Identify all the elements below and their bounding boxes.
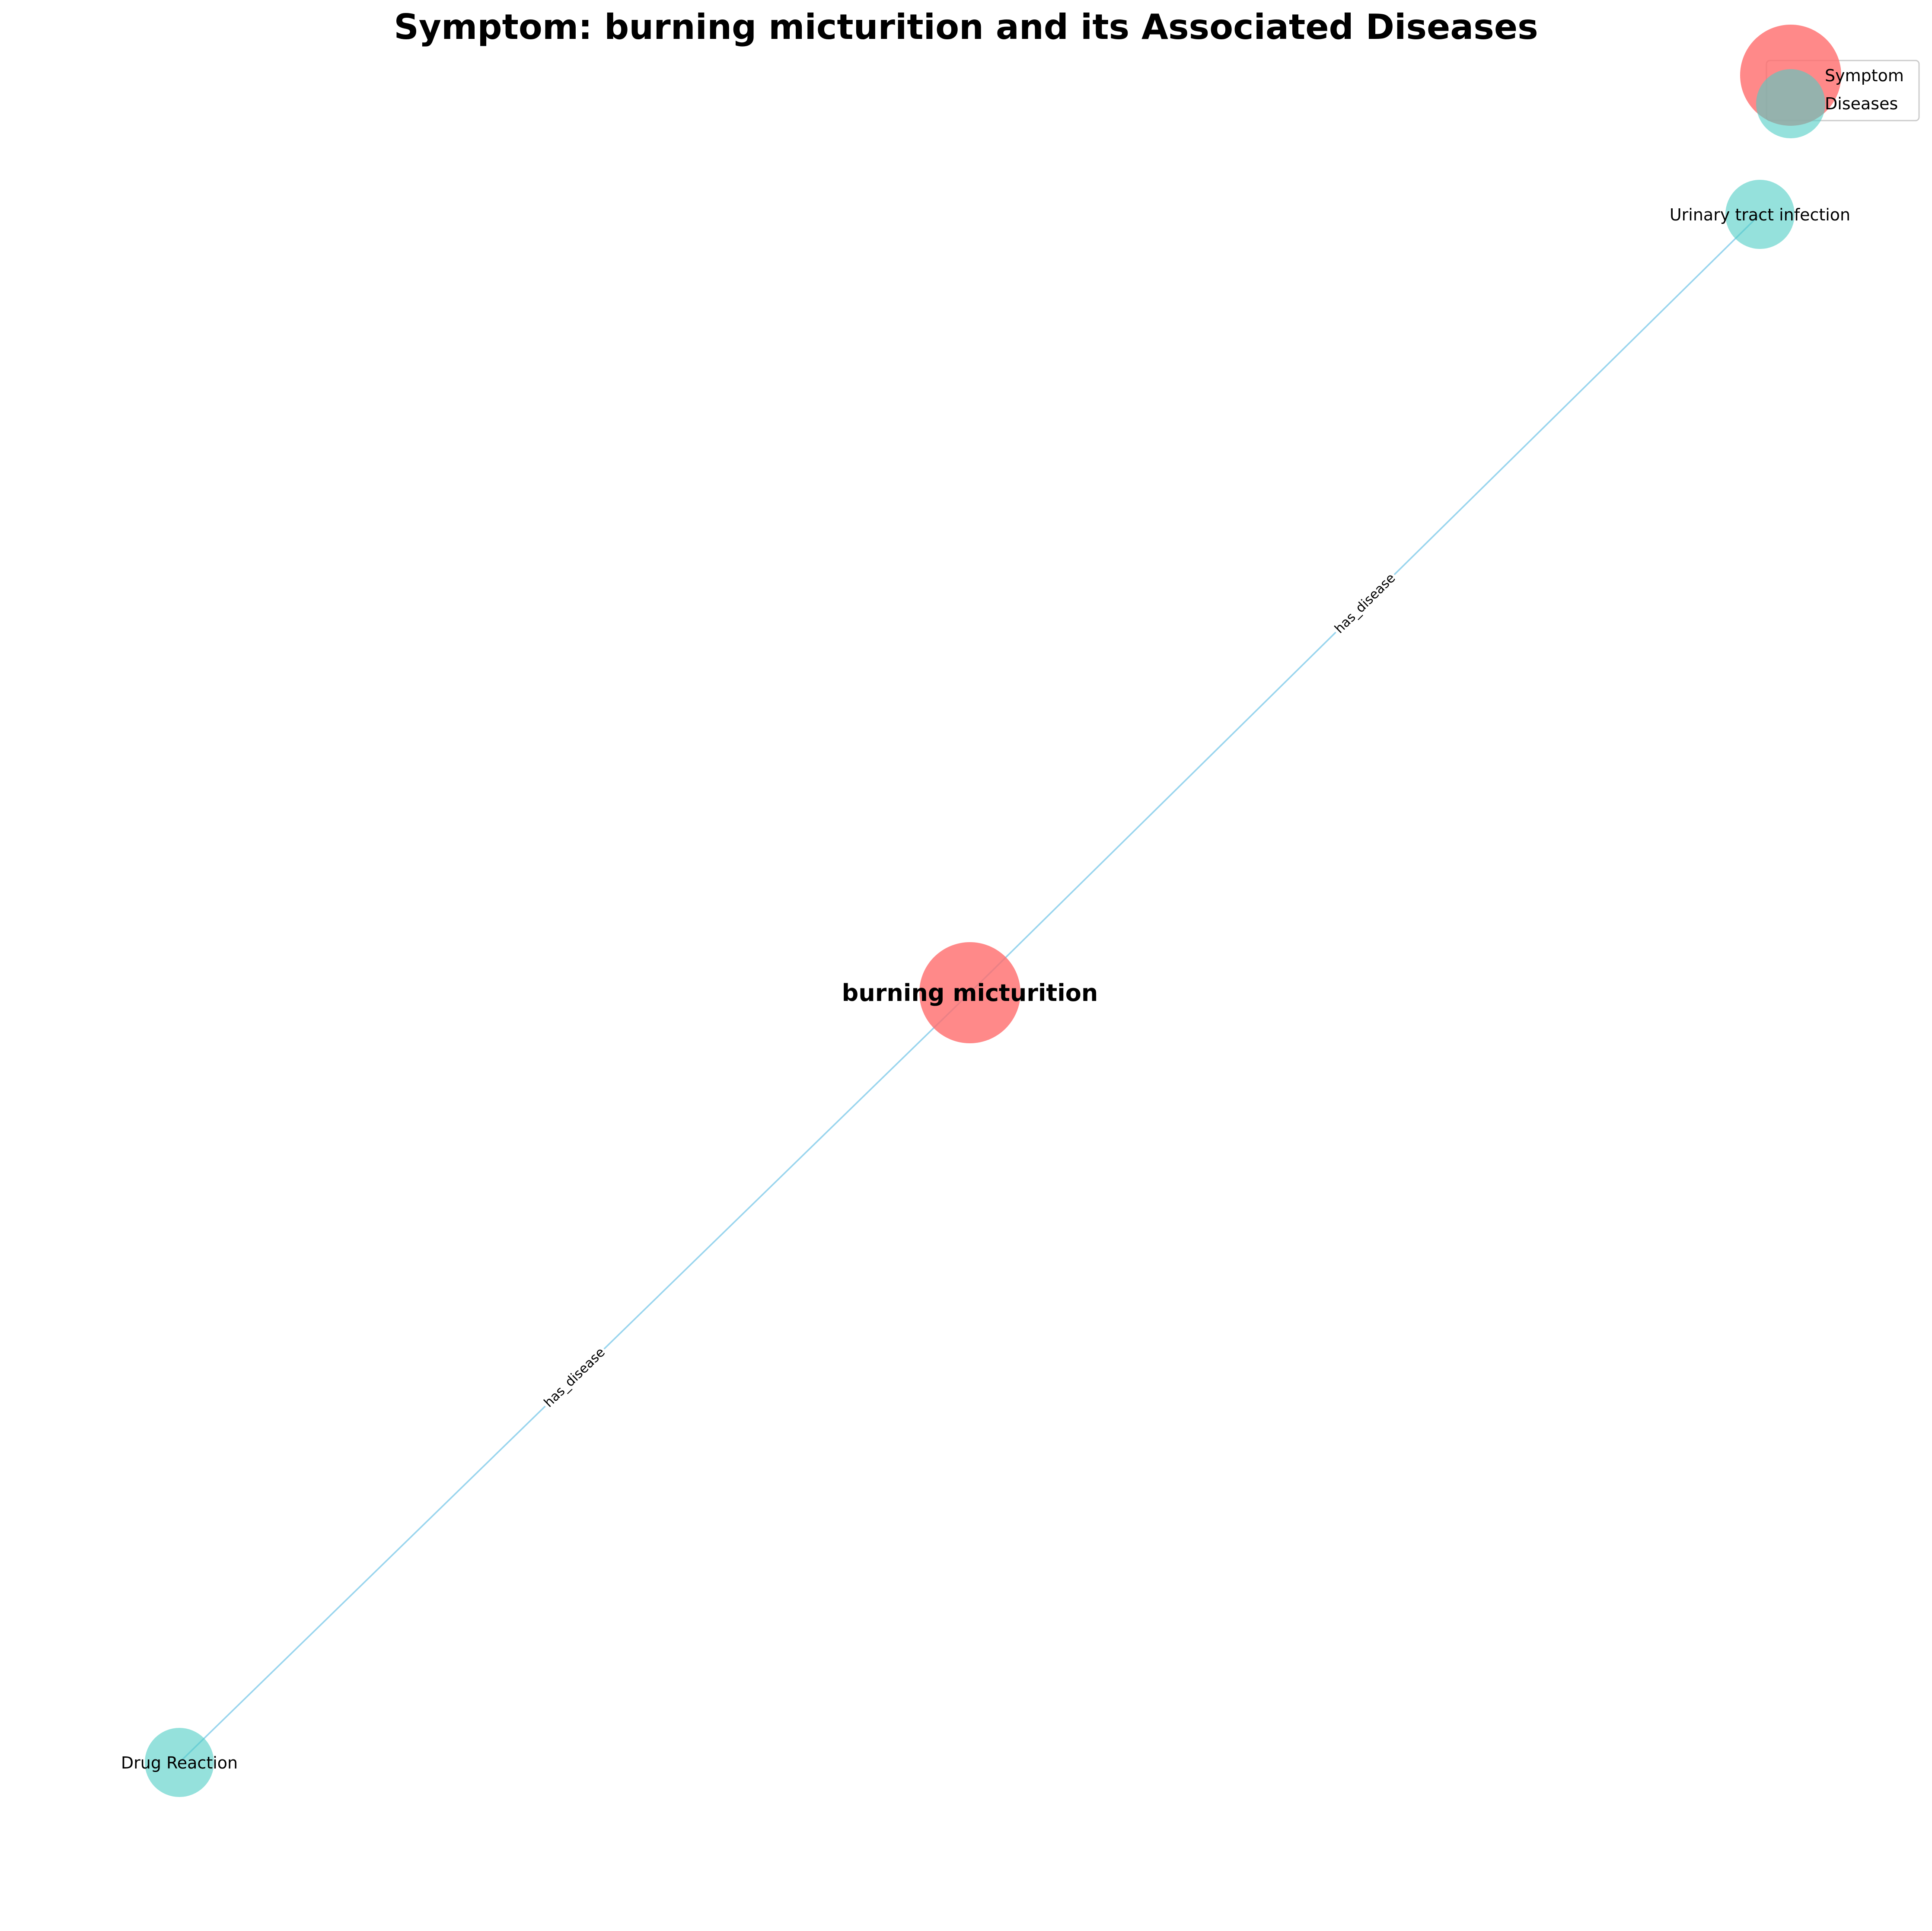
symptom-node-label: burning micturition (842, 979, 1098, 1007)
node-labels: burning micturition Urinary tract infect… (121, 205, 1850, 1772)
legend-symptom-label: Symptom (1825, 66, 1904, 85)
edge-label-drug-reaction-text: has_disease (541, 1345, 608, 1410)
edge-label-drug-reaction: has_disease (538, 1342, 609, 1412)
nodes (145, 180, 1795, 1797)
uti-node-label: Urinary tract infection (1670, 205, 1850, 224)
legend: Symptom Diseases (1740, 25, 1920, 138)
drug-reaction-node-label: Drug Reaction (121, 1753, 238, 1772)
legend-disease-marker (1756, 69, 1825, 138)
legend-diseases-label: Diseases (1825, 94, 1898, 113)
diagram-title: Symptom: burning micturition and its Ass… (394, 7, 1538, 47)
disease-node-uti (1725, 180, 1795, 249)
symptom-node (919, 942, 1020, 1043)
disease-node-drug-reaction (145, 1728, 214, 1797)
edge-label-uti-text: has_disease (1332, 570, 1398, 637)
edge-label-uti: has_disease (1329, 567, 1400, 638)
